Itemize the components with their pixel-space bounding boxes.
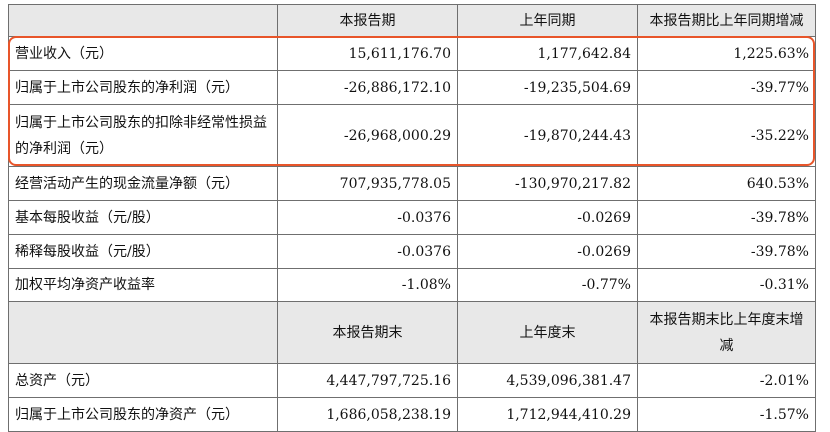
current-value: -26,886,172.10: [277, 70, 458, 105]
row-label: 基本每股收益（元/股）: [8, 200, 278, 235]
row-label: 归属于上市公司股东的扣除非经常性损益的净利润（元）: [8, 104, 278, 167]
header-current-period: 本报告期: [277, 4, 458, 37]
table-header-row: 本报告期末 上年度末 本报告期末比上年度末增减: [8, 301, 816, 364]
table-row: 归属于上市公司股东的净利润（元） -26,886,172.10 -19,235,…: [8, 70, 816, 105]
table-row: 营业收入（元） 15,611,176.70 1,177,642.84 1,225…: [8, 36, 816, 71]
table-row: 归属于上市公司股东的扣除非经常性损益的净利润（元） -26,968,000.29…: [8, 104, 816, 167]
change-value: -1.57%: [637, 397, 816, 432]
change-value: -35.22%: [637, 104, 816, 167]
prior-value: 1,177,642.84: [457, 36, 638, 71]
prior-value: -0.77%: [457, 268, 638, 302]
row-label: 总资产（元）: [8, 363, 278, 398]
change-value: -0.31%: [637, 268, 816, 302]
current-value: 1,686,058,238.19: [277, 397, 458, 432]
current-value: 4,447,797,725.16: [277, 363, 458, 398]
financial-summary-table: 本报告期 上年同期 本报告期比上年同期增减 营业收入（元） 15,611,176…: [8, 4, 816, 432]
change-value: -2.01%: [637, 363, 816, 398]
header-cell-blank: [8, 4, 278, 37]
table-row: 基本每股收益（元/股） -0.0376 -0.0269 -39.78%: [8, 200, 816, 235]
header-change: 本报告期比上年同期增减: [637, 4, 816, 37]
row-label: 加权平均净资产收益率: [8, 268, 278, 302]
header-cell-blank: [8, 301, 278, 364]
table-header-row: 本报告期 上年同期 本报告期比上年同期增减: [8, 4, 816, 37]
change-value: -39.78%: [637, 200, 816, 235]
current-value: 15,611,176.70: [277, 36, 458, 71]
row-label: 稀释每股收益（元/股）: [8, 234, 278, 269]
prior-value: -0.0269: [457, 234, 638, 269]
prior-value: 4,539,096,381.47: [457, 363, 638, 398]
prior-value: -0.0269: [457, 200, 638, 235]
header-prior-period: 上年同期: [457, 4, 638, 37]
table-row: 稀释每股收益（元/股） -0.0376 -0.0269 -39.78%: [8, 234, 816, 269]
current-value: -0.0376: [277, 234, 458, 269]
prior-value: -19,870,244.43: [457, 104, 638, 167]
current-value: -1.08%: [277, 268, 458, 302]
header-prior-year-end: 上年度末: [457, 301, 638, 364]
table-row: 总资产（元） 4,447,797,725.16 4,539,096,381.47…: [8, 363, 816, 398]
header-period-end: 本报告期末: [277, 301, 458, 364]
change-value: 1,225.63%: [637, 36, 816, 71]
current-value: 707,935,778.05: [277, 166, 458, 201]
prior-value: -19,235,504.69: [457, 70, 638, 105]
table-row: 归属于上市公司股东的净资产（元） 1,686,058,238.19 1,712,…: [8, 397, 816, 432]
change-value: -39.78%: [637, 234, 816, 269]
row-label: 归属于上市公司股东的净资产（元）: [8, 397, 278, 432]
current-value: -26,968,000.29: [277, 104, 458, 167]
row-label: 营业收入（元）: [8, 36, 278, 71]
prior-value: -130,970,217.82: [457, 166, 638, 201]
change-value: -39.77%: [637, 70, 816, 105]
table-row: 加权平均净资产收益率 -1.08% -0.77% -0.31%: [8, 268, 816, 302]
prior-value: 1,712,944,410.29: [457, 397, 638, 432]
row-label: 归属于上市公司股东的净利润（元）: [8, 70, 278, 105]
change-value: 640.53%: [637, 166, 816, 201]
current-value: -0.0376: [277, 200, 458, 235]
header-change-vs-year-end: 本报告期末比上年度末增减: [637, 301, 816, 364]
row-label: 经营活动产生的现金流量净额（元）: [8, 166, 278, 201]
table-row: 经营活动产生的现金流量净额（元） 707,935,778.05 -130,970…: [8, 166, 816, 201]
